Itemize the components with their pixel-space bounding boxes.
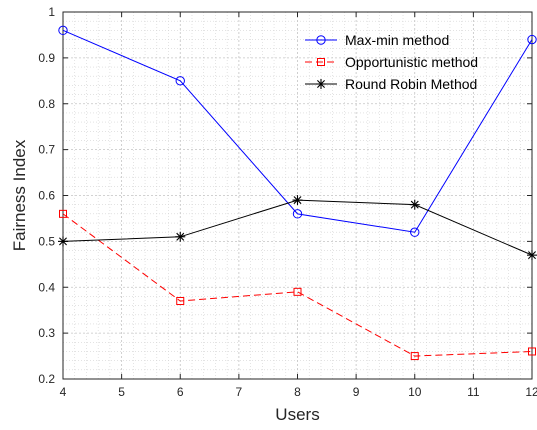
data-point-marker [175, 231, 186, 242]
data-point-marker [410, 352, 419, 361]
data-point-marker [317, 58, 325, 66]
y-tick-label: 0.5 [38, 234, 55, 248]
legend-item-2: Opportunistic method [305, 54, 478, 70]
data-point-marker [58, 25, 68, 36]
data-point-marker [175, 76, 185, 86]
data-point-marker [527, 250, 537, 261]
data-point-marker [58, 236, 68, 247]
data-point-marker [527, 34, 537, 45]
y-tick-label: 0.9 [38, 51, 55, 65]
series-1 [58, 25, 537, 237]
y-tick-label: 0.2 [38, 372, 55, 386]
asterisk-stroke [410, 200, 419, 209]
x-axis-title: Users [275, 405, 319, 424]
y-tick-label: 0.7 [38, 143, 55, 157]
axis-ticks: 4 5 6 7 8 9 10 11 12 0.2 0.3 0.4 0.5 0.6 0.7 0.8 0.9 1 [38, 5, 537, 399]
y-tick-label: 0.6 [38, 189, 55, 203]
grid [62, 11, 533, 380]
x-tick-label: 9 [353, 385, 360, 399]
series-2 [59, 209, 536, 361]
y-axis-title: Fairness Index [10, 139, 29, 251]
asterisk-stroke [59, 237, 67, 246]
x-tick-label: 7 [236, 385, 243, 399]
legend-item-1: Max-min method [305, 32, 449, 48]
asterisk-stroke [176, 232, 185, 241]
data-point-marker [316, 79, 326, 89]
legend: Max-min method Opportunistic method Round … [305, 32, 478, 92]
data-point-marker [409, 199, 420, 210]
x-tick-label: 12 [525, 385, 537, 399]
data-point-marker [410, 227, 420, 237]
legend-label: Max-min method [345, 32, 449, 48]
x-tick-label: 8 [294, 385, 301, 399]
y-tick-label: 0.8 [38, 97, 55, 111]
legend-label: Round Robin Method [345, 76, 477, 92]
asterisk-stroke [317, 80, 325, 88]
asterisk-stroke [293, 196, 302, 205]
legend-label: Opportunistic method [345, 54, 478, 70]
series-line [62, 29, 533, 233]
y-tick-label: 0.3 [38, 326, 55, 340]
x-tick-label: 5 [118, 385, 125, 399]
data-point-marker [316, 35, 326, 45]
data-point-marker [176, 297, 185, 306]
data-point-marker [292, 209, 303, 219]
legend-item-3: Round Robin Method [305, 76, 477, 92]
y-tick-label: 1 [48, 5, 55, 19]
data-point-marker [293, 287, 302, 296]
x-tick-label: 10 [408, 385, 422, 399]
y-tick-label: 0.4 [38, 280, 55, 294]
series-group [58, 25, 537, 361]
data-point-marker [528, 347, 536, 356]
data-point-marker [292, 195, 303, 206]
x-tick-label: 4 [60, 385, 67, 399]
asterisk-stroke [528, 251, 536, 260]
series-3 [58, 195, 537, 261]
x-tick-label: 6 [177, 385, 184, 399]
data-point-marker [59, 209, 67, 218]
x-tick-label: 11 [467, 385, 480, 399]
